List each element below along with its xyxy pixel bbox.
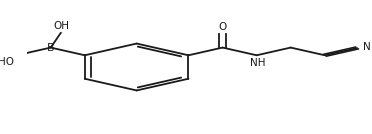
- Text: N: N: [363, 42, 371, 52]
- Text: B: B: [47, 43, 55, 53]
- Text: OH: OH: [53, 21, 69, 31]
- Text: O: O: [218, 22, 227, 32]
- Text: HO: HO: [0, 57, 14, 67]
- Text: NH: NH: [250, 58, 265, 68]
